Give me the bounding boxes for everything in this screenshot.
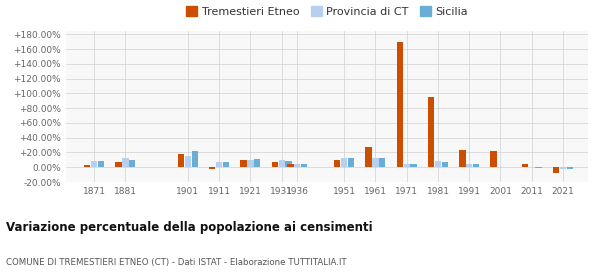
Legend: Tremestieri Etneo, Provincia di CT, Sicilia: Tremestieri Etneo, Provincia di CT, Sici… [183,3,471,20]
Bar [84,165,91,167]
Bar [410,164,417,167]
Bar [341,158,347,167]
Bar [372,158,379,167]
Bar [241,160,247,167]
Bar [91,161,97,167]
Bar [122,158,128,167]
Bar [294,164,301,167]
Bar [334,160,340,167]
Bar [286,161,292,167]
Bar [223,162,229,167]
Bar [115,162,122,167]
Bar [473,164,479,167]
Bar [254,159,260,167]
Bar [247,160,254,167]
Bar [428,97,434,167]
Bar [553,167,559,173]
Bar [404,164,410,167]
Bar [466,164,472,167]
Bar [459,150,466,167]
Bar [98,161,104,167]
Bar [535,167,542,168]
Bar [560,167,566,169]
Bar [490,151,497,167]
Bar [521,164,528,167]
Bar [178,154,184,167]
Bar [435,161,441,167]
Bar [216,162,223,167]
Bar [397,42,403,167]
Bar [272,162,278,167]
Bar [365,147,372,167]
Bar [287,164,293,167]
Bar [185,156,191,167]
Bar [379,158,385,167]
Bar [442,162,448,167]
Text: Variazione percentuale della popolazione ai censimenti: Variazione percentuale della popolazione… [6,221,373,234]
Bar [191,151,198,167]
Text: COMUNE DI TREMESTIERI ETNEO (CT) - Dati ISTAT - Elaborazione TUTTITALIA.IT: COMUNE DI TREMESTIERI ETNEO (CT) - Dati … [6,258,347,267]
Bar [209,167,215,169]
Bar [567,167,573,169]
Bar [278,160,285,167]
Bar [301,164,307,167]
Bar [348,158,354,167]
Bar [129,160,136,167]
